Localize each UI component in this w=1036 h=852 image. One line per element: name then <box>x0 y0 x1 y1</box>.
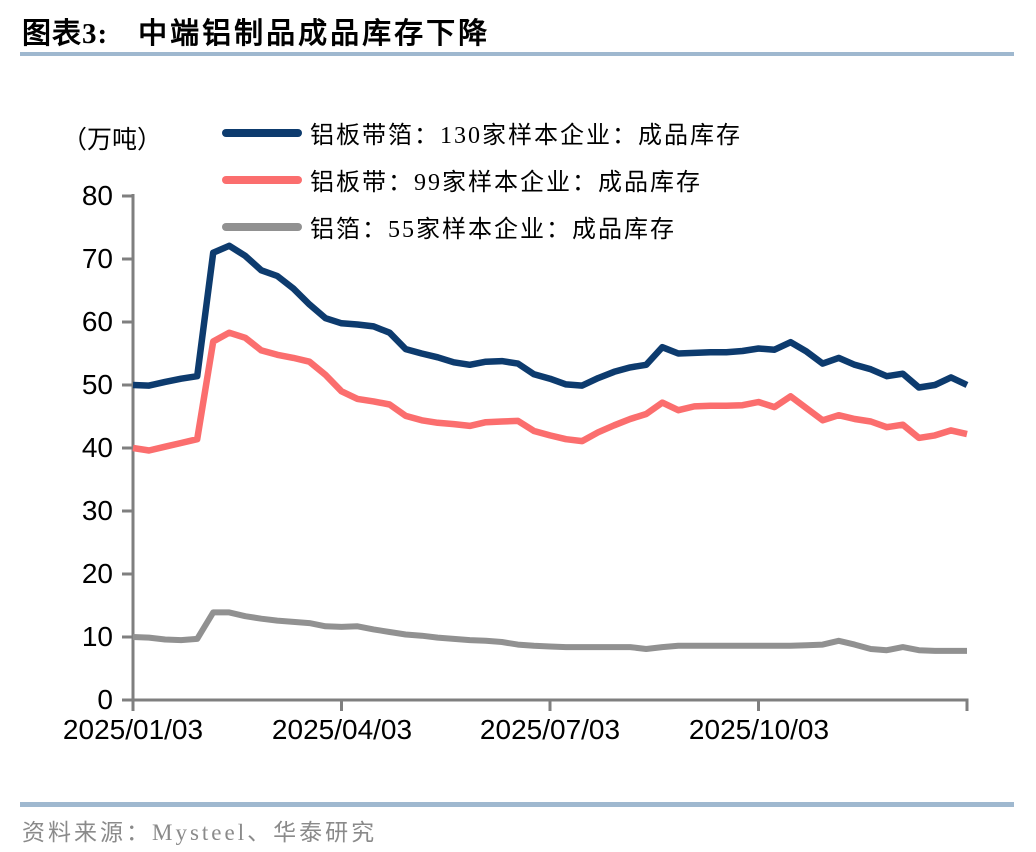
y-tick-label: 50 <box>81 369 113 400</box>
legend-item-plate-strip-foil: 铝板带箔：130家样本企业：成品库存 <box>222 109 742 156</box>
footer-divider <box>20 802 1014 807</box>
legend-label: 铝板带：99家样本企业：成品库存 <box>310 170 702 196</box>
legend-item-foil: 铝箔：55家样本企业：成品库存 <box>222 203 742 250</box>
legend-label: 铝箔：55家样本企业：成品库存 <box>310 217 676 243</box>
legend-item-plate-strip: 铝板带：99家样本企业：成品库存 <box>222 156 742 203</box>
legend-swatch-navy <box>222 128 302 137</box>
page-title: 中端铝制品成品库存下降 <box>138 18 491 50</box>
series-line-1 <box>132 329 968 454</box>
title-divider <box>20 52 1014 56</box>
y-tick-label: 70 <box>81 243 113 274</box>
axes <box>122 194 969 711</box>
y-tick-label: 60 <box>81 306 113 337</box>
y-tick-label: 80 <box>81 180 113 211</box>
chart-legend: 铝板带箔：130家样本企业：成品库存 铝板带：99家样本企业：成品库存 铝箔：5… <box>222 109 742 250</box>
source-text: 资料来源：Mysteel、华泰研究 <box>22 820 378 845</box>
figure-number: 图表3: <box>22 18 109 50</box>
x-tick-label: 2025/10/03 <box>688 714 830 745</box>
y-tick-label: 30 <box>81 495 113 526</box>
series-line-0 <box>132 242 969 391</box>
x-tick-label: 2025/04/03 <box>271 714 413 745</box>
legend-swatch-coral <box>222 175 302 184</box>
y-tick-label: 10 <box>81 621 113 652</box>
y-tick-label: 20 <box>81 558 113 589</box>
legend-swatch-gray <box>222 222 302 231</box>
x-tick-label: 2025/07/03 <box>479 714 621 745</box>
y-tick-label: 40 <box>81 432 113 463</box>
x-tick-label: 2025/01/03 <box>62 714 204 745</box>
y-tick-label: 0 <box>97 684 113 715</box>
y-axis-unit-label: （万吨） <box>62 127 163 154</box>
series-line-2 <box>132 609 967 654</box>
figure-title-row: 图表3: 中端铝制品成品库存下降 <box>22 10 490 52</box>
legend-label: 铝板带箔：130家样本企业：成品库存 <box>310 123 742 149</box>
